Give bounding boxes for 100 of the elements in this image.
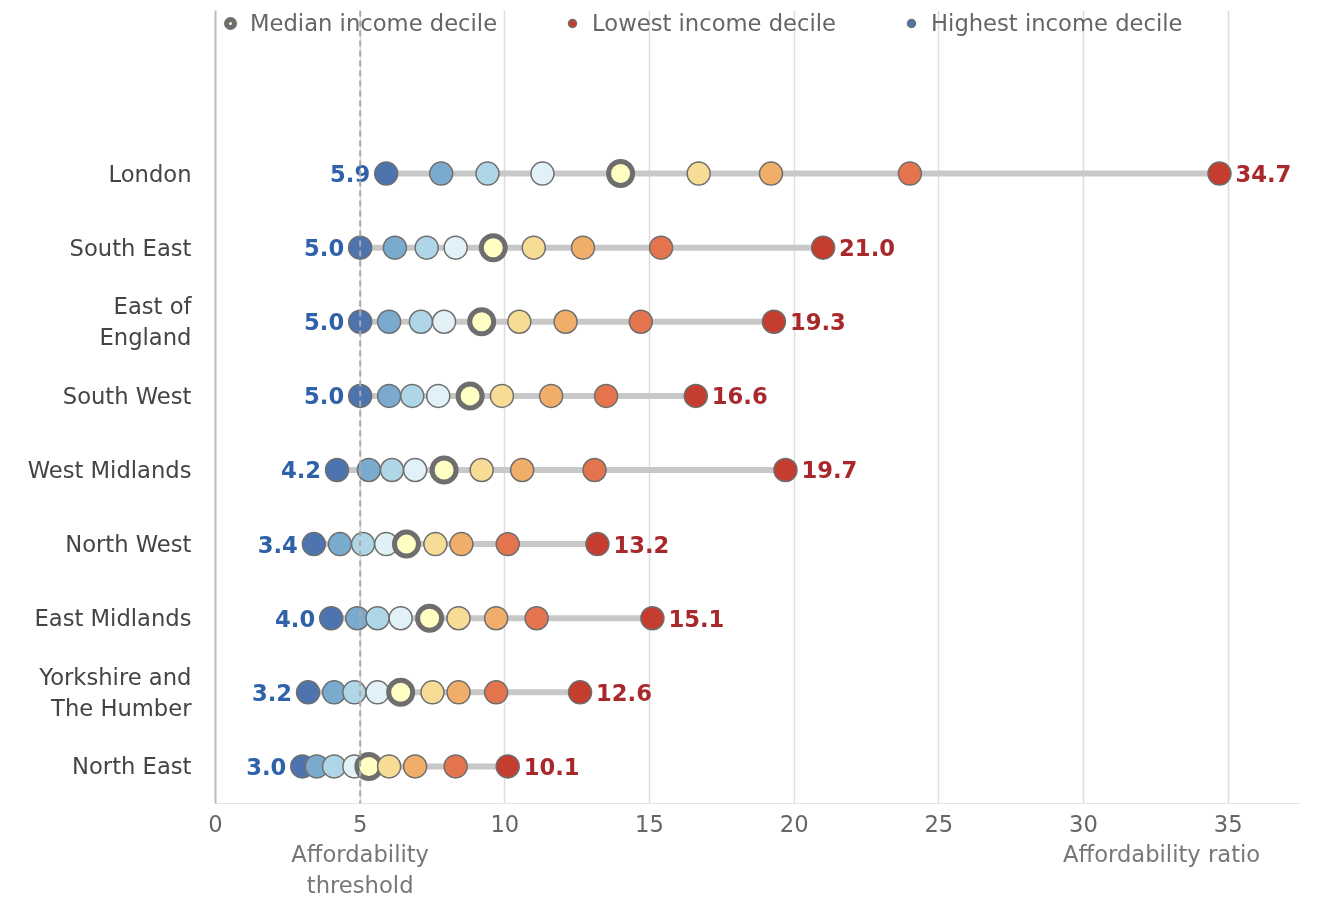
point: [386, 677, 416, 707]
y-tick-label: Yorkshire and The Humber: [38, 663, 193, 721]
y-tick-label: London: [108, 160, 192, 187]
y-tick-label: South West: [62, 382, 192, 409]
point: [402, 457, 428, 483]
ref-line-label: Affordability threshold: [291, 840, 430, 898]
x-tick-label: 5: [352, 810, 368, 837]
y-tick-label: South East: [69, 234, 192, 261]
x-tick-label: 30: [1069, 810, 1098, 837]
point: [469, 457, 494, 483]
point: [347, 309, 373, 334]
x-axis-title: Affordability ratio: [1063, 840, 1261, 867]
point: [606, 159, 636, 189]
point: [478, 233, 508, 263]
point: [475, 161, 500, 186]
point: [446, 605, 471, 631]
point: [489, 383, 515, 409]
point: [356, 457, 382, 483]
data-label: 5.0: [304, 235, 345, 262]
data-label: 3.2: [251, 679, 293, 706]
point: [376, 309, 402, 334]
data-label: 21.0: [839, 235, 896, 262]
data-label: 34.7: [1235, 161, 1292, 188]
point: [365, 680, 390, 705]
point: [408, 309, 434, 334]
point: [429, 455, 459, 485]
point: [318, 605, 344, 631]
point: [585, 531, 610, 557]
point: [428, 161, 454, 186]
point: [483, 605, 509, 631]
point: [524, 605, 549, 631]
point: [455, 381, 485, 411]
data-label: 3.4: [257, 531, 298, 558]
point: [327, 531, 353, 557]
data-label: 4.0: [275, 605, 316, 632]
point: [567, 680, 593, 705]
point: [521, 235, 547, 260]
x-tick-label: 20: [779, 810, 809, 837]
data-label: 13.2: [613, 531, 670, 558]
point: [402, 754, 428, 779]
point: [379, 457, 405, 483]
y-tick-label: West Midlands: [27, 457, 192, 483]
y-tick-label: North East: [72, 753, 192, 780]
point: [321, 754, 347, 779]
point: [495, 531, 520, 557]
data-label: 19.7: [801, 457, 858, 484]
point: [342, 680, 367, 705]
point: [443, 235, 468, 260]
data-label: 5.0: [304, 383, 345, 410]
point: [628, 309, 654, 334]
point: [350, 531, 376, 557]
point: [810, 235, 836, 260]
point: [686, 161, 711, 186]
point: [324, 457, 350, 483]
data-label: 19.3: [789, 309, 846, 336]
point: [449, 531, 474, 557]
data-label: 5.9: [330, 161, 371, 188]
point: [761, 309, 787, 334]
point: [553, 309, 578, 334]
data-label: 5.0: [304, 309, 345, 336]
point: [376, 754, 402, 779]
point: [758, 161, 784, 186]
point: [773, 457, 798, 483]
point: [414, 235, 439, 260]
point: [382, 235, 408, 260]
point: [420, 680, 445, 705]
point: [467, 307, 497, 337]
x-tick-label: 25: [924, 810, 954, 837]
y-tick-label: North West: [65, 531, 192, 558]
data-label: 3.0: [246, 753, 287, 780]
point: [509, 457, 535, 483]
point: [400, 383, 425, 409]
point: [495, 754, 520, 779]
data-label: 16.6: [711, 383, 768, 410]
legend-label: Median income decile: [250, 10, 498, 36]
point: [431, 309, 457, 334]
x-tick-label: 35: [1213, 810, 1243, 837]
y-tick-label: East Midlands: [34, 605, 192, 632]
y-tick-label: East of England: [99, 293, 193, 351]
point: [376, 383, 402, 409]
point: [483, 680, 509, 705]
point: [295, 680, 321, 705]
legend-label: Lowest income decile: [592, 10, 837, 36]
point: [1207, 161, 1232, 186]
point: [388, 605, 413, 631]
x-tick-label: 10: [490, 810, 520, 837]
point: [423, 531, 448, 557]
point: [426, 383, 451, 409]
data-label: 4.2: [280, 457, 322, 484]
data-label: 10.1: [523, 753, 580, 780]
point: [347, 235, 373, 260]
point: [365, 605, 390, 631]
point: [897, 161, 923, 186]
point: [648, 235, 674, 260]
point: [446, 680, 471, 705]
data-label: 12.6: [596, 679, 652, 706]
point: [415, 603, 445, 633]
point: [683, 383, 709, 409]
legend-label: Highest income decile: [931, 10, 1183, 36]
x-tick-label: 0: [208, 810, 223, 837]
